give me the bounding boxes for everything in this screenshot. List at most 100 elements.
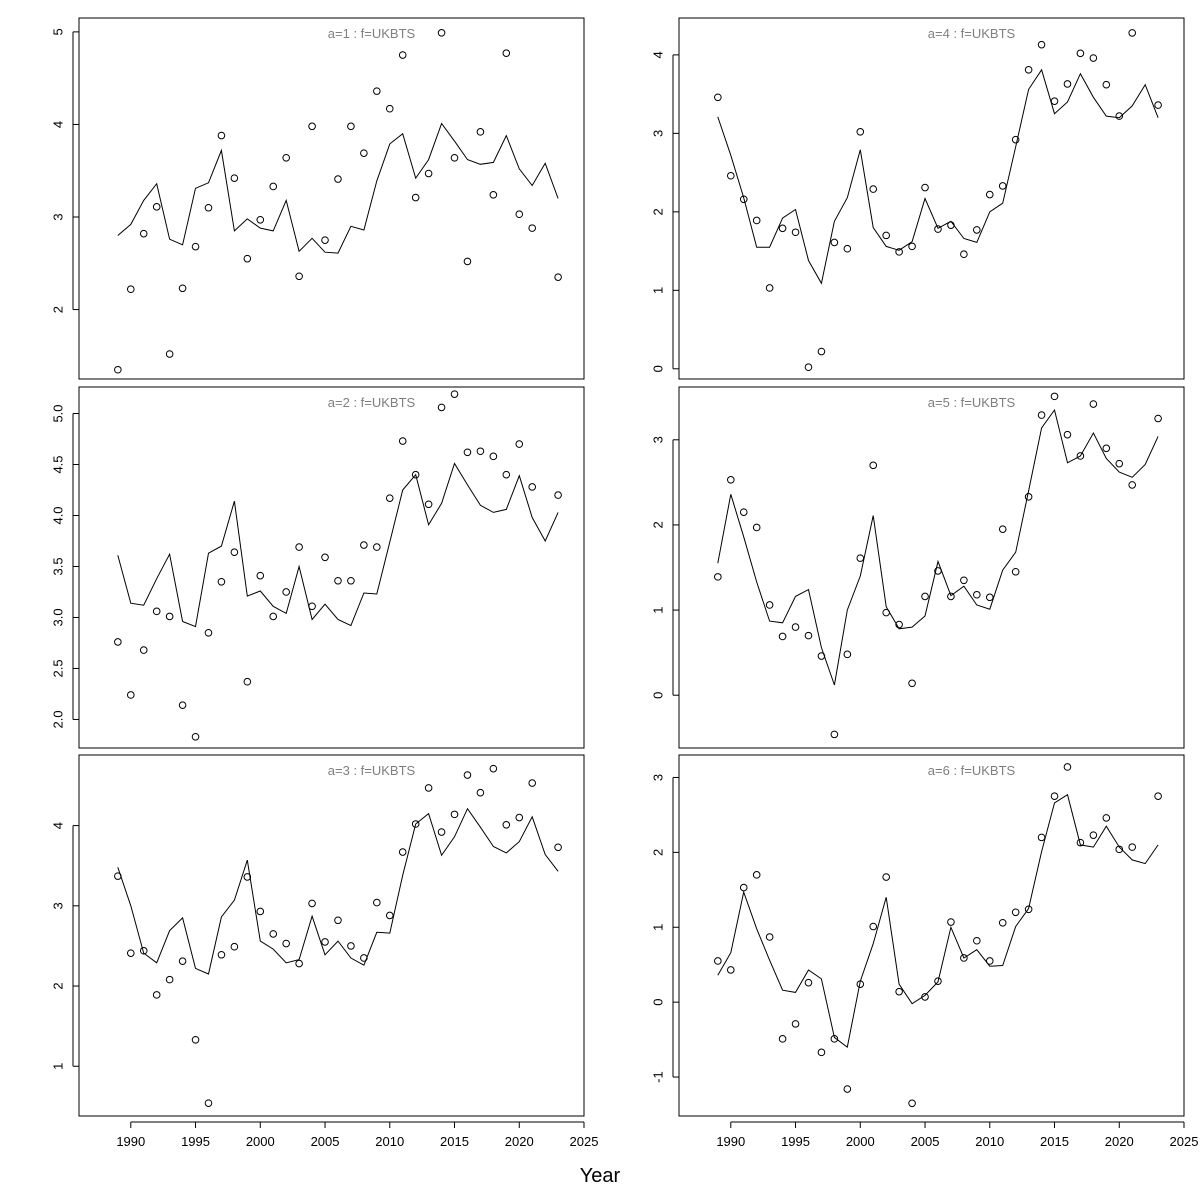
x-tick-label: 2010 — [975, 1134, 1004, 1149]
observed-point — [739, 195, 748, 204]
observed-point — [830, 730, 839, 739]
observed-point — [843, 1085, 852, 1093]
observed-point — [973, 226, 981, 234]
observed-point — [921, 592, 929, 601]
observed-point — [243, 254, 252, 263]
observed-point — [908, 242, 916, 251]
panel-6: a=6 : f=UKBTS -1 0 1 2 3 1990 1995 2000 2005 2010 2… — [650, 754, 1199, 1149]
observed-point — [973, 590, 981, 599]
y-tick-label: 3 — [650, 130, 665, 137]
observed-point — [1102, 80, 1111, 89]
observed-point — [424, 169, 433, 178]
x-tick-label: 2025 — [570, 1134, 599, 1149]
observed-point — [398, 51, 407, 59]
observed-point — [921, 993, 929, 1001]
y-tick-label: 0 — [650, 692, 665, 699]
observed-points — [714, 763, 1162, 1108]
observed-point — [1102, 814, 1111, 822]
panel-2: a=2 : f=UKBTS 2.0 2.5 3.0 3.5 4.0 4.5 5.0 — [50, 386, 585, 749]
y-axis: 0 1 2 3 4 — [650, 51, 679, 372]
observed-point — [489, 452, 498, 461]
x-tick-label: 2025 — [1170, 1134, 1199, 1149]
observed-point — [804, 631, 813, 640]
y-tick-label: 4 — [650, 51, 665, 58]
observed-points — [714, 392, 1162, 739]
observed-point — [998, 525, 1007, 533]
observed-point — [1050, 792, 1059, 800]
observed-point — [269, 930, 278, 938]
observed-point — [347, 122, 355, 131]
observed-point — [554, 843, 562, 852]
observed-point — [1089, 54, 1098, 62]
observed-point — [726, 966, 735, 974]
observed-point — [856, 554, 865, 562]
observed-point — [765, 933, 774, 941]
observed-point — [830, 238, 839, 247]
observed-point — [347, 576, 355, 585]
observed-point — [752, 523, 761, 532]
observed-point — [437, 29, 446, 37]
panel-title: a=1 : f=UKBTS — [328, 26, 416, 41]
observed-point — [489, 764, 498, 773]
observed-point — [960, 250, 968, 259]
y-tick-label: 3.0 — [50, 608, 65, 626]
observed-point — [934, 977, 942, 985]
observed-point — [282, 939, 290, 948]
observed-point — [165, 612, 174, 621]
observed-point — [1115, 112, 1124, 120]
observed-point — [960, 576, 968, 585]
observed-point — [985, 957, 994, 965]
x-tick-label: 2015 — [440, 1134, 469, 1149]
observed-point — [114, 365, 122, 374]
observed-point — [476, 788, 485, 797]
observed-point — [1076, 49, 1085, 58]
x-tick-label: 1995 — [781, 1134, 810, 1149]
panel-1: a=1 : f=UKBTS 2 3 4 5 — [50, 17, 585, 380]
observed-point — [528, 224, 537, 232]
observed-point — [321, 236, 329, 244]
observed-point — [895, 987, 903, 996]
observed-point — [752, 216, 761, 225]
observed-point — [515, 440, 524, 448]
panel-3: a=3 : f=UKBTS 1 2 3 4 1990 1995 2000 2005 2010 201… — [50, 754, 599, 1149]
observed-point — [126, 949, 135, 957]
observed-point — [515, 813, 524, 822]
y-tick-label: 2 — [50, 982, 65, 989]
observed-point — [152, 607, 161, 616]
observed-point — [256, 907, 265, 916]
observed-point — [321, 938, 329, 946]
x-tick-label: 2020 — [1105, 1134, 1134, 1149]
y-tick-label: 5.0 — [50, 404, 65, 422]
observed-point — [791, 1020, 800, 1028]
observed-point — [398, 437, 407, 445]
observed-point — [373, 543, 381, 551]
fitted-line — [117, 122, 559, 254]
panel-4: a=4 : f=UKBTS 0 1 2 3 4 — [650, 17, 1185, 380]
observed-point — [1024, 493, 1033, 501]
observed-point — [1089, 400, 1098, 408]
observed-point — [791, 228, 800, 237]
observed-point — [1128, 481, 1137, 489]
observed-point — [998, 182, 1007, 190]
observed-point — [243, 873, 252, 881]
observed-point — [385, 104, 394, 113]
observed-point — [502, 470, 511, 479]
observed-point — [1128, 843, 1137, 851]
observed-points — [114, 764, 562, 1107]
observed-point — [360, 149, 368, 157]
observed-point — [830, 1035, 839, 1043]
fitted-line — [117, 807, 559, 975]
x-tick-label: 2005 — [311, 1134, 340, 1149]
plot-frame — [78, 17, 585, 380]
observed-point — [282, 588, 290, 596]
observed-point — [360, 954, 368, 962]
observed-point — [191, 732, 200, 741]
observed-point — [752, 871, 761, 879]
observed-point — [398, 848, 407, 856]
y-tick-label: 3 — [650, 436, 665, 443]
panel-title: a=5 : f=UKBTS — [928, 395, 1016, 410]
observed-point — [334, 175, 342, 183]
y-tick-label: 4.0 — [50, 506, 65, 524]
observed-point — [385, 494, 394, 502]
